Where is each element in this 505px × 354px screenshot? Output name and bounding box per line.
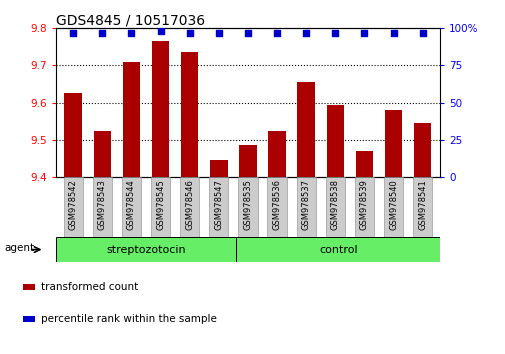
Bar <box>122 177 141 237</box>
Point <box>127 30 135 36</box>
Text: GSM978537: GSM978537 <box>301 179 310 230</box>
Point <box>301 30 310 36</box>
Bar <box>383 177 402 237</box>
Point <box>243 30 251 36</box>
Text: GSM978538: GSM978538 <box>330 179 339 230</box>
Point <box>98 30 106 36</box>
Bar <box>326 104 343 177</box>
Bar <box>210 160 227 177</box>
Text: GSM978546: GSM978546 <box>185 179 194 230</box>
Text: GSM978544: GSM978544 <box>127 179 136 229</box>
Bar <box>384 110 401 177</box>
Bar <box>413 123 431 177</box>
Bar <box>354 177 373 237</box>
Point <box>273 30 281 36</box>
Bar <box>238 177 257 237</box>
Text: agent: agent <box>5 243 34 253</box>
Bar <box>150 177 170 237</box>
Text: GDS4845 / 10517036: GDS4845 / 10517036 <box>56 13 205 27</box>
Bar <box>355 151 373 177</box>
Point <box>185 30 193 36</box>
Point <box>389 30 397 36</box>
Text: GSM978540: GSM978540 <box>388 179 397 229</box>
Bar <box>93 131 111 177</box>
Text: GSM978539: GSM978539 <box>359 179 368 230</box>
Text: GSM978545: GSM978545 <box>156 179 165 229</box>
Text: GSM978536: GSM978536 <box>272 179 281 230</box>
Bar <box>325 177 344 237</box>
Text: GSM978535: GSM978535 <box>243 179 252 230</box>
Bar <box>122 62 140 177</box>
Text: GSM978547: GSM978547 <box>214 179 223 230</box>
Bar <box>181 52 198 177</box>
Text: GSM978542: GSM978542 <box>69 179 77 229</box>
Bar <box>239 145 256 177</box>
Text: transformed count: transformed count <box>41 282 138 292</box>
Bar <box>152 41 169 177</box>
Text: GSM978543: GSM978543 <box>97 179 107 230</box>
Point <box>418 30 426 36</box>
Bar <box>92 177 112 237</box>
Bar <box>56 237 236 262</box>
Bar <box>180 177 199 237</box>
Point <box>69 30 77 36</box>
Text: control: control <box>318 245 357 255</box>
Text: streptozotocin: streptozotocin <box>106 245 185 255</box>
Bar <box>297 82 314 177</box>
Bar <box>23 284 35 290</box>
Point <box>360 30 368 36</box>
Bar <box>296 177 315 237</box>
Bar <box>236 237 439 262</box>
Text: percentile rank within the sample: percentile rank within the sample <box>41 314 217 324</box>
Bar <box>412 177 431 237</box>
Point <box>214 30 222 36</box>
Point <box>331 30 339 36</box>
Bar <box>23 315 35 322</box>
Text: GSM978541: GSM978541 <box>418 179 426 229</box>
Point <box>156 28 164 34</box>
Bar <box>64 93 82 177</box>
Bar <box>209 177 228 237</box>
Bar <box>64 177 83 237</box>
Bar <box>267 177 286 237</box>
Bar <box>268 131 285 177</box>
